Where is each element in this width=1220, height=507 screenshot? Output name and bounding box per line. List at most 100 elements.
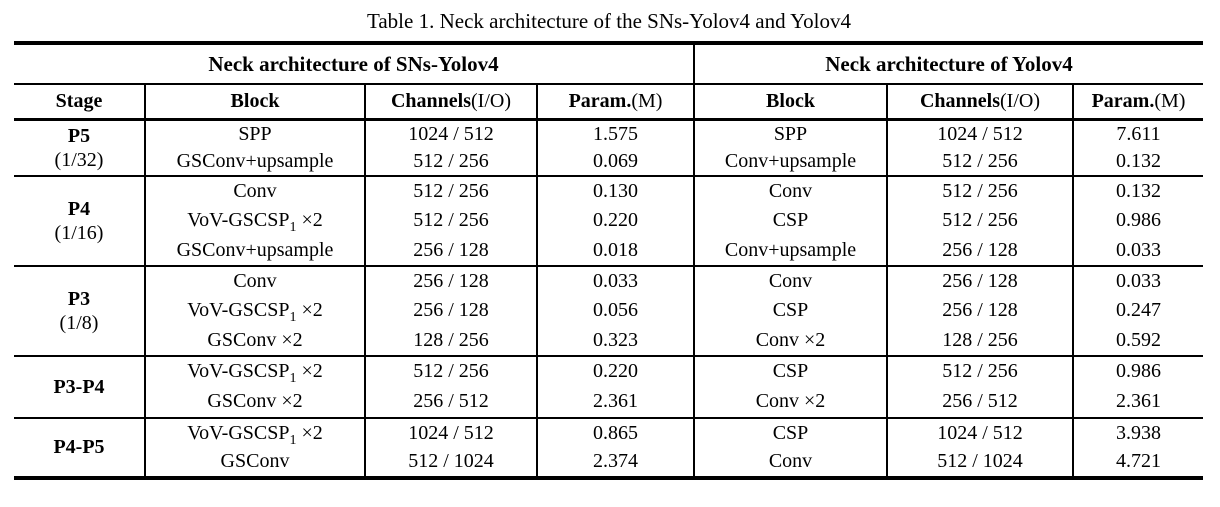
param-cell: 0.056 <box>537 295 695 326</box>
stage-cell: P4 (1/16) <box>14 175 146 267</box>
group-header-left: Neck architecture of SNs-Yolov4 <box>14 43 695 85</box>
param-cell: 0.033 <box>537 265 695 296</box>
block-cell: GSConv <box>145 447 366 478</box>
param-cell: 0.865 <box>537 417 695 448</box>
channels-cell: 256 / 512 <box>365 386 538 419</box>
block-cell: VoV-GSCSP1 ×2 <box>145 295 366 326</box>
table-row: P3-P4 VoV-GSCSP1 ×2 512 / 256 0.220 CSP … <box>14 355 1203 419</box>
channels-cell: 256 / 128 <box>365 265 538 296</box>
channels-cell: 256 / 128 <box>887 265 1074 296</box>
channels-cell: 256 / 128 <box>365 235 538 267</box>
subscript: 1 <box>289 220 297 235</box>
channels-cell: 128 / 256 <box>887 325 1074 357</box>
channels-cell: 1024 / 512 <box>887 119 1074 148</box>
block-cell: SPP <box>694 119 888 148</box>
param-cell: 4.721 <box>1116 450 1161 472</box>
table-row: GSConv 512 / 1024 2.374 Conv 512 / 1024 … <box>14 447 1203 478</box>
block-cell: CSP <box>694 205 888 236</box>
subscript: 1 <box>289 432 297 448</box>
stage-label: P3 <box>67 287 91 310</box>
neck-architecture-table: Neck architecture of SNs-Yolov4 Neck arc… <box>14 41 1203 480</box>
block-cell: CSP <box>694 355 888 387</box>
block-cell: VoV-GSCSP1 ×2 <box>145 417 366 448</box>
block-cell: GSConv+upsample <box>145 235 366 267</box>
table-row: GSConv+upsample 512 / 256 0.069 Conv+ups… <box>14 147 1203 177</box>
channels-cell: 512 / 256 <box>365 147 538 177</box>
channels-cell: 512 / 256 <box>365 205 538 236</box>
block-cell: Conv ×2 <box>694 325 888 357</box>
stage-cell: P3 (1/8) <box>14 265 146 357</box>
block-cell: GSConv ×2 <box>145 325 366 357</box>
col-header-channels-right: Channels(I/O) <box>887 84 1074 121</box>
col-header-param-right: Param.(M) <box>1073 84 1203 121</box>
stage-sub: (1/8) <box>59 311 99 334</box>
stage-cell: P5 (1/32) <box>14 119 146 177</box>
table-row: P5 (1/32) SPP 1024 / 512 1.575 SPP 1024 … <box>14 119 1203 177</box>
table-title: Table 1. Neck architecture of the SNs-Yo… <box>367 9 851 33</box>
param-cell: 0.220 <box>537 355 695 387</box>
param-cell: 3.938 <box>1116 421 1161 444</box>
param-cell: 7.611 <box>1116 122 1161 145</box>
param-cell: 0.247 <box>1116 299 1161 321</box>
channels-cell: 256 / 128 <box>887 295 1074 326</box>
channels-cell: 512 / 256 <box>365 355 538 387</box>
col-header-channels-left: Channels(I/O) <box>365 84 538 121</box>
block-cell: VoV-GSCSP1 ×2 <box>145 355 366 387</box>
block-cell: Conv <box>694 175 888 206</box>
block-cell: CSP <box>694 295 888 326</box>
group-header-row: Neck architecture of SNs-Yolov4 Neck arc… <box>14 43 1203 85</box>
channels-cell: 512 / 256 <box>887 147 1074 177</box>
stage-label: P3-P4 <box>53 375 105 398</box>
table-row: P4-P5 VoV-GSCSP1 ×2 1024 / 512 0.865 CSP… <box>14 417 1203 479</box>
channels-cell: 512 / 1024 <box>365 447 538 478</box>
param-cell: 0.033 <box>1116 269 1161 292</box>
table-row: VoV-GSCSP1 ×2 256 / 128 0.056 CSP 256 / … <box>14 295 1203 326</box>
param-cell: 0.592 <box>1073 325 1203 357</box>
block-cell: Conv+upsample <box>694 235 888 267</box>
stage-sub: (1/16) <box>54 221 104 244</box>
param-cell: 2.361 <box>537 386 695 419</box>
param-cell: 0.018 <box>537 235 695 267</box>
table-row: VoV-GSCSP1 ×2 512 / 256 0.220 CSP 512 / … <box>14 205 1203 236</box>
param-cell: 2.374 <box>537 447 695 478</box>
col-header-stage: Stage <box>14 84 146 121</box>
subscript: 1 <box>289 371 297 386</box>
channels-cell: 512 / 256 <box>887 175 1074 206</box>
param-cell: 1.575 <box>537 119 695 148</box>
channels-cell: 1024 / 512 <box>887 417 1074 448</box>
param-cell: 0.132 <box>1073 147 1203 177</box>
block-cell: Conv <box>694 447 888 478</box>
block-cell: SPP <box>145 119 366 148</box>
channels-cell: 512 / 256 <box>887 205 1074 236</box>
block-cell: Conv <box>694 265 888 296</box>
block-cell: VoV-GSCSP1 ×2 <box>145 205 366 236</box>
table-row: P3 (1/8) Conv 256 / 128 0.033 Conv 256 /… <box>14 265 1203 357</box>
subscript: 1 <box>289 310 297 325</box>
block-cell: GSConv ×2 <box>145 386 366 419</box>
col-header-block-right: Block <box>694 84 888 121</box>
channels-cell: 1024 / 512 <box>365 417 538 448</box>
group-header-right: Neck architecture of Yolov4 <box>694 43 1203 85</box>
block-cell: Conv+upsample <box>694 147 888 177</box>
block-cell: Conv <box>145 175 366 206</box>
channels-cell: 512 / 1024 <box>887 447 1074 478</box>
block-cell: Conv ×2 <box>694 386 888 419</box>
block-cell: CSP <box>694 417 888 448</box>
stage-label: P4 <box>67 197 91 220</box>
param-cell: 2.361 <box>1073 386 1203 419</box>
channels-cell: 256 / 128 <box>365 295 538 326</box>
param-cell: 0.986 <box>1116 360 1161 382</box>
stage-label: P4-P5 <box>53 436 105 458</box>
table-row: P4 (1/16) Conv 512 / 256 0.130 Conv 512 … <box>14 175 1203 267</box>
param-cell: 0.069 <box>537 147 695 177</box>
stage-cell: P3-P4 <box>14 355 146 419</box>
block-cell: Conv <box>145 265 366 296</box>
param-cell: 0.323 <box>537 325 695 357</box>
param-cell: 0.033 <box>1073 235 1203 267</box>
channels-cell: 256 / 512 <box>887 386 1074 419</box>
stage-cell: P4-P5 <box>14 417 146 479</box>
col-header-param-left: Param.(M) <box>537 84 695 121</box>
param-cell: 0.130 <box>537 175 695 206</box>
channels-cell: 256 / 128 <box>887 235 1074 267</box>
